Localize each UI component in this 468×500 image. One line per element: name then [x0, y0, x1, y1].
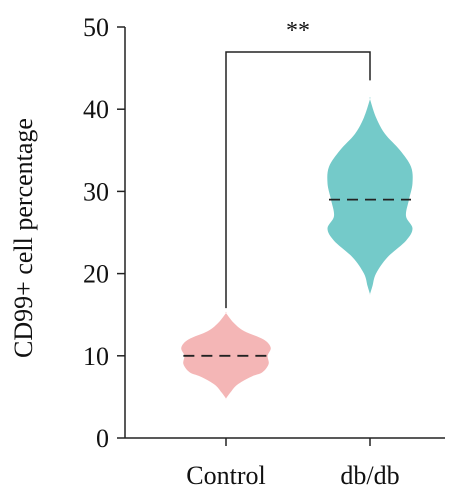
y-tick-label: 50 [83, 13, 109, 42]
y-tick-label: 40 [83, 95, 109, 124]
significance-bracket [225, 51, 371, 309]
y-tick-label: 0 [96, 424, 109, 453]
y-axis-title: CD99+ cell percentage [9, 118, 38, 358]
violin-db-db [327, 97, 413, 296]
y-tick-label: 10 [83, 342, 109, 371]
violin-layer [181, 97, 413, 400]
significance-annotation: ** [225, 18, 371, 309]
y-tick-label: 20 [83, 260, 109, 289]
x-category-label: Control [186, 461, 265, 490]
y-tick-label: 30 [83, 177, 109, 206]
x-category-label: db/db [340, 461, 399, 490]
axes-layer: 0 10 20 30 40 50 Control db/db [83, 13, 445, 490]
significance-label: ** [286, 18, 310, 44]
